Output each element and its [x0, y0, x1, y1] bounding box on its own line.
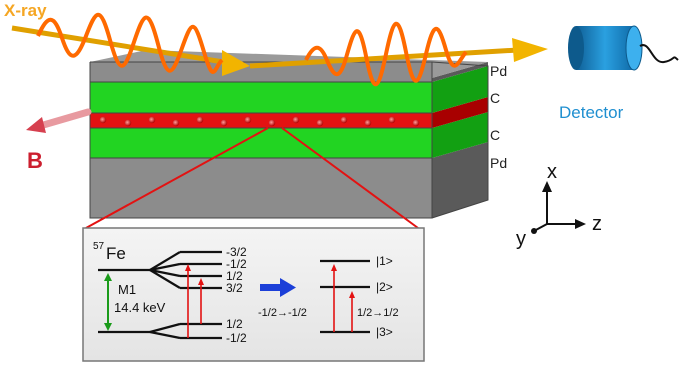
left-transitions [185, 264, 204, 338]
excited-level-3: 3/2 [226, 281, 243, 295]
excited-level-1: -1/2 [226, 257, 247, 271]
reduction-arrow [260, 278, 296, 297]
isotope-element: Fe [106, 244, 126, 263]
detector-icon [568, 25, 679, 71]
transition-left-label: -1/2→-1/2 [258, 307, 307, 319]
energy-label: 14.4 keV [114, 300, 166, 315]
field-label: B [27, 148, 43, 173]
layer-c-bottom [90, 128, 432, 158]
fe-nuclei [99, 116, 420, 127]
isotope-mass: 57 [93, 241, 105, 252]
transition-right-label: 1/2→1/2 [357, 307, 399, 319]
level-scheme-inset: 57 Fe M1 14.4 keV [82, 227, 425, 362]
layer-c-top [90, 82, 432, 113]
axis-z-label: z [592, 213, 602, 235]
coordinate-axes [531, 181, 586, 234]
xray-label: X-ray [4, 1, 47, 20]
state-1: |1> [376, 254, 393, 268]
layer-label-c-bottom: C [490, 127, 500, 143]
state-2: |2> [376, 280, 393, 294]
axis-x-label: x [547, 161, 557, 183]
layer-c-top-side [432, 66, 488, 113]
layer-fe [90, 113, 432, 128]
state-3: |3> [376, 325, 393, 339]
m1-label: M1 [118, 282, 136, 297]
layer-pd-bottom-side [432, 142, 488, 218]
layer-label-c-top: C [490, 90, 500, 106]
excited-level-2: 1/2 [226, 269, 243, 283]
magnetic-field-arrow [26, 108, 92, 133]
axis-y-label: y [516, 228, 526, 250]
multilayer-stack [89, 50, 489, 219]
zoom-lines [85, 127, 419, 229]
incident-wave [36, 12, 224, 74]
layer-pd-bottom [90, 158, 432, 218]
scattered-wave [304, 21, 468, 87]
right-transitions [331, 264, 355, 332]
m1-transition-arrow [104, 273, 112, 331]
ground-level-0: 1/2 [226, 317, 243, 331]
layer-c-bottom-side [432, 112, 488, 158]
layer-pd-top-side [432, 62, 488, 82]
layer-label-pd-bottom: Pd [490, 155, 507, 171]
layer-label-pd-top: Pd [490, 63, 507, 79]
layer-labels: Pd C C Pd [490, 63, 507, 171]
layer-fe-side [432, 97, 488, 128]
excited-level-0: -3/2 [226, 245, 247, 259]
ground-level-1: -1/2 [226, 331, 247, 345]
detector-label: Detector [559, 103, 624, 122]
